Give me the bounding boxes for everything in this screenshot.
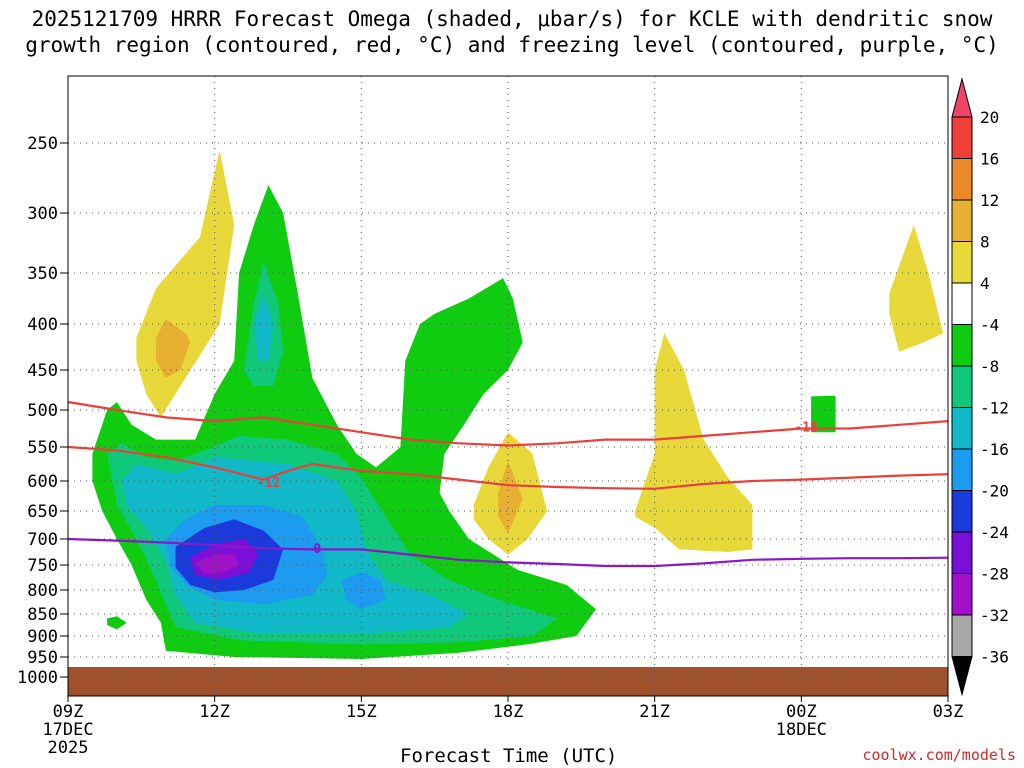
omega-shade-m32-0 [195,553,240,574]
colorbar-segment-1 [951,158,973,201]
x-tick-label-12Z: 12Z [199,702,230,722]
colorbar-label-12: -32 [980,606,1009,625]
colorbar-segment-12 [951,614,973,657]
colorbar-label-2: 12 [980,191,999,210]
colorbar-segment-3 [951,241,973,284]
y-tick-label-700: 700 [27,530,58,550]
y-tick-label-600: 600 [27,472,58,492]
x-tick-label-18Z: 18Z [493,702,524,722]
colorbar-segment-0 [951,116,973,159]
x-tick-date-09Z: 17DEC [42,720,93,740]
colorbar-label-11: -28 [980,565,1009,584]
x-axis-title: Forecast Time (UTC) [400,745,618,767]
omega-shade-8-0 [156,318,191,378]
colorbar-label-0: 20 [980,108,999,127]
omega-shade-4-3 [889,225,944,352]
omega-shade-m20-1 [341,572,386,610]
y-tick-label-950: 950 [27,648,58,668]
colorbar-segment-6 [951,365,973,408]
y-tick-label-850: 850 [27,605,58,625]
x-tick-label-09Z: 09Z [53,702,84,722]
x-tick-date-00Z: 18DEC [776,720,827,740]
y-tick-label-800: 800 [27,581,58,601]
colorbar-label-7: -12 [980,399,1009,418]
colorbar-label-10: -24 [980,523,1009,542]
omega-shade-m8-2 [811,395,836,433]
omega-shade-m16-1 [253,293,274,361]
colorbar-segment-8 [951,448,973,491]
x-tick-label-03Z: 03Z [933,702,964,722]
chart-title-line1: 2025121709 HRRR Forecast Omega (shaded, … [31,7,993,31]
colorbar-label-9: -20 [980,482,1009,501]
contour-m12 [67,445,949,490]
contour-m18 [67,400,949,447]
colorbar-segment-9 [951,490,973,533]
y-tick-label-550: 550 [27,438,58,458]
colorbar-segment-5 [951,324,973,367]
contour-label-0: 0 [313,542,321,557]
colorbar-segment-11 [951,573,973,616]
colorbar-label-1: 16 [980,150,999,169]
chart-title-line2: growth region (contoured, red, °C) and f… [25,33,999,57]
colorbar-label-3: 8 [980,233,990,252]
colorbar-label-5: -4 [980,316,999,335]
omega-shade-4-0 [136,150,235,418]
contour-label-m12: -12 [257,476,280,491]
colorbar-arrow-bottom [951,656,973,697]
y-tick-label-400: 400 [27,315,58,335]
y-tick-label-250: 250 [27,134,58,154]
colorbar-arrow-top [951,77,973,118]
contour-label-m18: -18 [794,420,818,435]
y-tick-label-350: 350 [27,264,58,284]
contour-0 [67,537,949,568]
x-tick-label-15Z: 15Z [346,702,377,722]
colorbar-segment-4 [951,282,973,325]
x-tick-label-00Z: 00Z [786,702,817,722]
colorbar-label-13: -36 [980,648,1009,667]
omega-shade-8-1 [498,460,523,534]
colorbar-label-6: -8 [980,357,999,376]
colorbar-segment-7 [951,407,973,450]
y-tick-label-750: 750 [27,556,58,576]
y-tick-label-650: 650 [27,502,58,522]
omega-shade-4-2 [635,333,753,552]
credit-link[interactable]: coolwx.com/models [862,746,1016,764]
colorbar-label-8: -16 [980,440,1009,459]
y-tick-label-900: 900 [27,627,58,647]
colorbar-segment-10 [951,531,973,574]
colorbar-segment-2 [951,199,973,242]
omega-shade-m8-1 [107,616,127,630]
y-tick-label-500: 500 [27,401,58,421]
ground-surface [68,667,948,696]
y-tick-label-1000: 1000 [17,668,58,688]
colorbar-label-4: 4 [980,274,990,293]
y-tick-label-450: 450 [27,361,58,381]
x-tick-label-21Z: 21Z [639,702,670,722]
y-tick-label-300: 300 [27,204,58,224]
x-tick-year-09Z: 2025 [48,738,89,758]
